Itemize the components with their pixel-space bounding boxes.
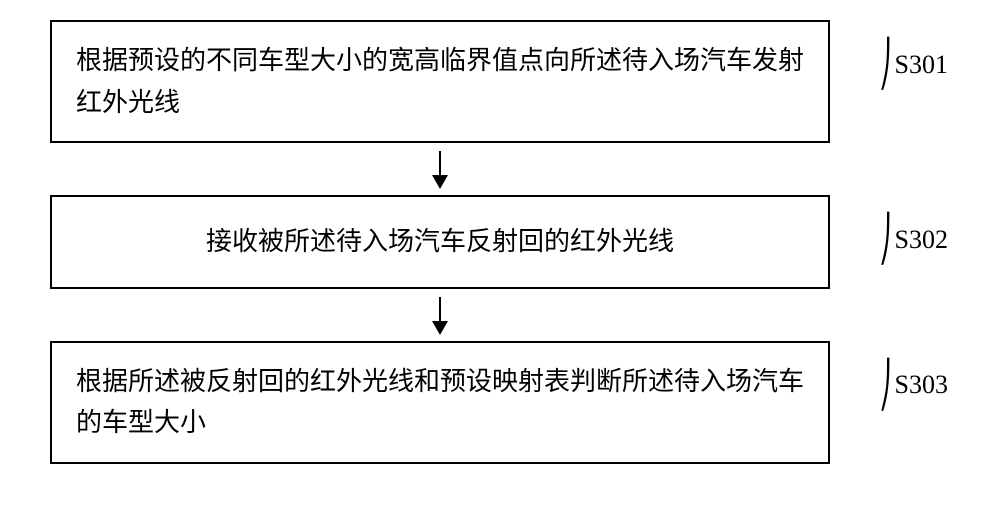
- brace-icon: ⎠: [879, 42, 891, 87]
- brace-icon: ⎠: [879, 363, 891, 408]
- step-text-3: 根据所述被反射回的红外光线和预设映射表判断所述待入场汽车的车型大小: [76, 367, 804, 438]
- step-text-1: 根据预设的不同车型大小的宽高临界值点向所述待入场汽车发射红外光线: [76, 46, 804, 117]
- step-label-1: S301: [895, 44, 948, 86]
- step-box-3: 根据所述被反射回的红外光线和预设映射表判断所述待入场汽车的车型大小 ⎠ S303: [50, 341, 830, 464]
- step-connector-2: ⎠ S302: [884, 217, 948, 262]
- arrow-container-1: [50, 143, 830, 195]
- step-connector-3: ⎠ S303: [884, 363, 948, 408]
- step-connector-1: ⎠ S301: [884, 42, 948, 87]
- step-box-1: 根据预设的不同车型大小的宽高临界值点向所述待入场汽车发射红外光线 ⎠ S301: [50, 20, 830, 143]
- brace-icon: ⎠: [879, 217, 891, 262]
- step-box-2: 接收被所述待入场汽车反射回的红外光线 ⎠ S302: [50, 195, 830, 289]
- step-label-3: S303: [895, 364, 948, 406]
- arrow-down-icon: [439, 297, 441, 333]
- step-label-2: S302: [895, 219, 948, 261]
- step-text-2: 接收被所述待入场汽车反射回的红外光线: [206, 227, 674, 256]
- flowchart-container: 根据预设的不同车型大小的宽高临界值点向所述待入场汽车发射红外光线 ⎠ S301 …: [50, 20, 950, 464]
- arrow-down-icon: [439, 151, 441, 187]
- arrow-container-2: [50, 289, 830, 341]
